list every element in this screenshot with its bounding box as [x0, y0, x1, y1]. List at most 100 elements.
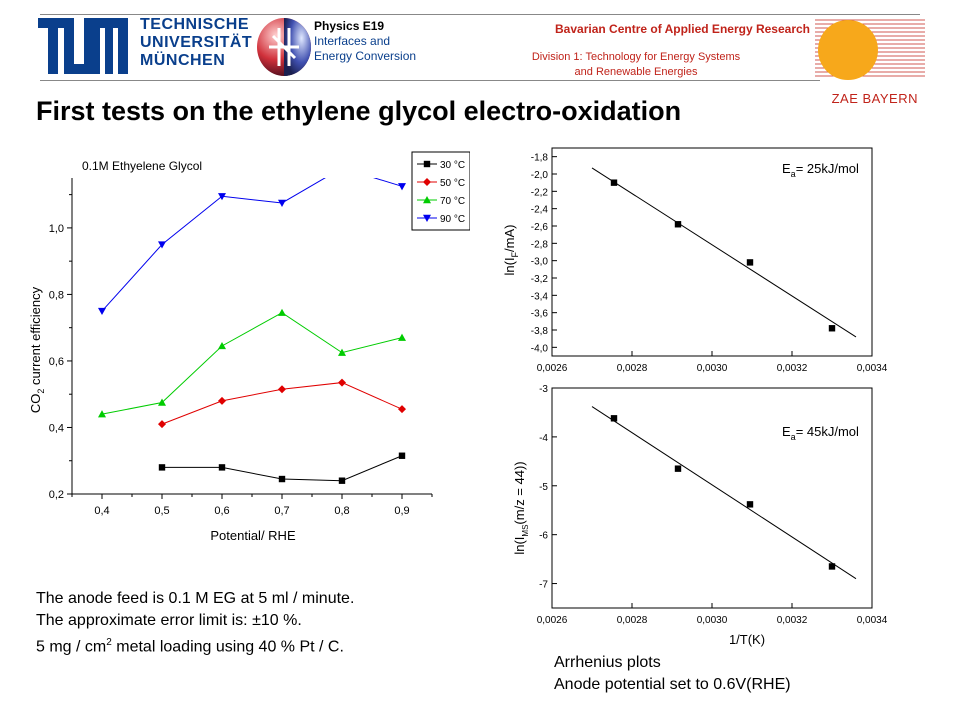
efficiency-x-tick-label: 0,7	[274, 505, 289, 517]
note-loading: 5 mg / cm2 metal loading using 40 % Pt /…	[36, 637, 344, 656]
efficiency-data-point	[398, 405, 406, 414]
tum-name-line-2: UNIVERSITÄT	[140, 34, 253, 51]
arrhenius-fit	[591, 406, 857, 580]
physics-subtitle-1: Interfaces and	[314, 34, 391, 48]
legend-label: 30 °C	[440, 160, 465, 171]
co2-efficiency-chart: 0,4 0,5 0,6 0,7 0,8 0,9 0,2 0,4 0,6 0,8 1,0 0.1M E…	[28, 151, 470, 543]
arrhenius-data-point	[610, 415, 618, 422]
arrhenius-y-tick-label: -3,6	[531, 309, 549, 320]
arrhenius-x-tick-label: 0,0034	[857, 363, 888, 374]
efficiency-y-tick-label: 1,0	[49, 223, 64, 235]
tum-name-line-3: MÜNCHEN	[140, 52, 226, 69]
arrhenius-x-tick-label: 0,0026	[537, 615, 568, 626]
arrhenius-y-tick-label: -2,2	[531, 187, 549, 198]
arrhenius-plot-frame	[551, 387, 873, 609]
efficiency-data-point	[98, 307, 106, 316]
efficiency-data-point	[278, 308, 286, 316]
arrhenius-y-tick-label: -2,0	[531, 170, 549, 181]
arrhenius-data-point	[674, 221, 682, 228]
caption-line-1: Arrhenius plots	[554, 654, 661, 671]
efficiency-x-tick-label: 0,4	[94, 505, 109, 517]
arrhenius-data-point	[674, 465, 682, 472]
efficiency-data-point	[98, 410, 106, 418]
efficiency-series-line	[101, 178, 403, 312]
efficiency-x-tick-label: 0,9	[394, 505, 409, 517]
physics-title: Physics E19	[314, 19, 385, 33]
arrhenius-ms-points	[610, 415, 836, 570]
efficiency-data-point	[218, 193, 226, 201]
arrhenius-x-tick-label: 0,0032	[777, 615, 808, 626]
efficiency-markers	[98, 183, 406, 484]
physics-e19-logo	[257, 18, 311, 76]
legend-swatch-marker	[423, 178, 431, 186]
arrhenius-x-tick-label: 0,0032	[777, 363, 808, 374]
arrhenius-faradaic-fit-line	[591, 167, 857, 338]
arrhenius-data-point	[610, 179, 618, 186]
arrhenius-y-tick-label: -2,4	[531, 205, 549, 216]
arrhenius-y-tick-label: -4	[539, 433, 548, 444]
arrhenius-x-tick-label: 0,0028	[617, 363, 648, 374]
efficiency-data-point	[398, 333, 406, 341]
legend-swatch-marker	[423, 196, 431, 204]
arrhenius-y-tick-label: -3,4	[531, 291, 549, 302]
experiment-notes: The anode feed is 0.1 M EG at 5 ml / min…	[36, 588, 354, 658]
arrhenius-y-tick-label: -5	[539, 482, 548, 493]
arrhenius-x-tick-label: 0,0026	[537, 363, 568, 374]
arrhenius-y-tick-label: -2,6	[531, 222, 549, 233]
legend-label: 50 °C	[440, 178, 465, 189]
arrhenius-y-tick-label: -3,8	[531, 326, 549, 337]
arrhenius-y-tick-label: -6	[539, 531, 548, 542]
efficiency-data-point	[158, 464, 166, 471]
efficiency-chart-title: 0.1M Ethyelene Glycol	[82, 159, 202, 173]
efficiency-series-lines	[101, 178, 403, 482]
efficiency-data-point	[398, 183, 406, 191]
arrhenius-ms-chart: 0,0026 0,0028 0,0030 0,0032 0,0034 -3 -4 -5 -6 -7…	[512, 384, 888, 647]
efficiency-data-point	[158, 420, 166, 429]
efficiency-x-tick-label: 0,5	[154, 505, 169, 517]
zae-division-line-1: Division 1: Technology for Energy System…	[531, 51, 741, 63]
efficiency-data-point	[338, 378, 346, 387]
arrhenius-data-point	[828, 325, 836, 332]
physics-e19-text: Physics E19 Interfaces and Energy Conver…	[314, 19, 416, 64]
efficiency-y-tick-label: 0,4	[49, 422, 64, 434]
arrhenius-y-tick-label: -7	[539, 580, 548, 591]
arrhenius-x-tick-label: 0,0028	[617, 615, 648, 626]
legend-swatch-marker	[423, 214, 431, 222]
efficiency-data-point	[278, 385, 286, 394]
efficiency-data-point	[278, 475, 286, 483]
legend-swatch-marker	[423, 160, 431, 168]
zae-bayern: ZAE BAYERN	[831, 91, 918, 106]
efficiency-y-axis-label: CO2 current efficiency	[28, 286, 46, 413]
tum-name-line-1: TECHNISCHE	[140, 16, 250, 33]
arrhenius-data-point	[746, 501, 754, 508]
arrhenius-x-tick-label: 0,0030	[697, 363, 728, 374]
efficiency-data-point	[338, 477, 346, 484]
tum-name: TECHNISCHE UNIVERSITÄT MÜNCHEN	[140, 16, 260, 70]
arrhenius-faradaic-points	[610, 179, 836, 332]
note-error: The approximate error limit is: ±10 %.	[36, 612, 302, 629]
zae-title: Bavarian Centre of Applied Energy Resear…	[555, 22, 810, 36]
efficiency-x-tick-label: 0,8	[334, 505, 349, 517]
arrhenius-y-tick-label: -4,0	[531, 343, 549, 354]
efficiency-y-tick-label: 0,2	[49, 489, 64, 501]
efficiency-x-tick-label: 0,6	[214, 505, 229, 517]
efficiency-series-line	[101, 312, 403, 415]
physics-subtitle-2: Energy Conversion	[314, 49, 417, 63]
legend-label: 90 °C	[440, 214, 465, 225]
header-top-rule	[40, 14, 920, 15]
arrhenius-ms-y-axis-label: ln(IMS(m/z = 44))	[512, 461, 530, 554]
arrhenius-faradaic-annotation: Ea= 25kJ/mol	[782, 161, 859, 179]
efficiency-data-point	[218, 464, 226, 471]
efficiency-data-point	[158, 241, 166, 249]
legend-label: 70 °C	[440, 196, 465, 207]
efficiency-data-point	[278, 199, 286, 207]
efficiency-data-point	[218, 341, 226, 350]
arrhenius-y-tick-label: -3,2	[531, 274, 549, 285]
efficiency-y-tick-label: 0,6	[49, 356, 64, 368]
efficiency-axes: 0,4 0,5 0,6 0,7 0,8 0,9 0,2 0,4 0,6 0,8 1,0	[49, 178, 433, 517]
efficiency-x-axis-label: Potential/ RHE	[210, 528, 296, 543]
efficiency-data-point	[338, 348, 346, 356]
arrhenius-y-tick-label: -2,8	[531, 239, 549, 250]
arrhenius-x-axis-label: 1/T(K)	[729, 632, 765, 647]
zae-sun-logo	[815, 19, 925, 80]
